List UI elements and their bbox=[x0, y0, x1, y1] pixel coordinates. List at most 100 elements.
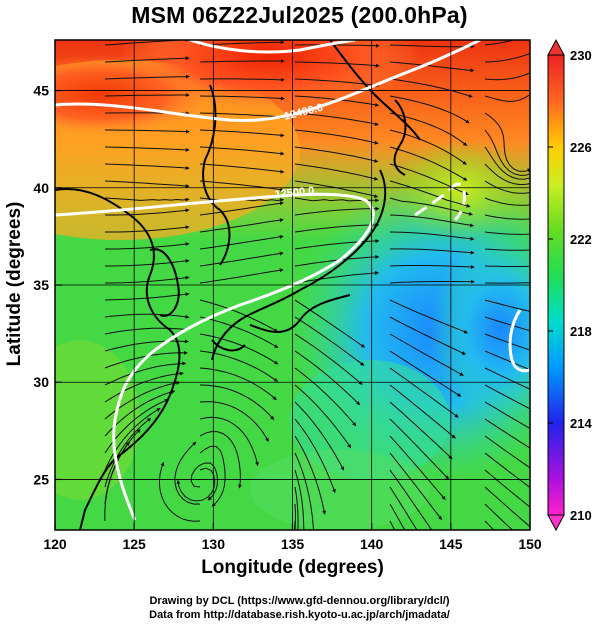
streamline bbox=[294, 401, 345, 471]
streamline bbox=[484, 316, 530, 332]
streamline bbox=[199, 401, 269, 442]
streamline bbox=[484, 367, 530, 390]
streamline bbox=[104, 146, 190, 152]
streamline bbox=[294, 503, 297, 530]
streamline bbox=[484, 486, 530, 528]
streamline bbox=[104, 417, 152, 488]
streamline bbox=[484, 53, 530, 63]
streamline bbox=[484, 231, 530, 235]
streamline bbox=[294, 316, 365, 366]
credit-data-source: Data from http://database.rish.kyoto-u.a… bbox=[149, 609, 450, 621]
streamline bbox=[389, 469, 433, 530]
streamline bbox=[389, 384, 456, 439]
streamline bbox=[199, 234, 284, 250]
colorbar-tick-label: 226 bbox=[570, 140, 592, 155]
x-axis: 120 125 130 135 140 145 150 bbox=[43, 523, 542, 552]
streamline bbox=[294, 350, 361, 406]
streamline bbox=[389, 163, 469, 196]
streamline bbox=[199, 268, 284, 284]
streamline bbox=[389, 452, 442, 521]
streamline bbox=[484, 503, 514, 530]
streamline bbox=[389, 279, 475, 284]
streamline bbox=[389, 503, 406, 530]
streamline bbox=[294, 384, 352, 449]
streamline bbox=[199, 367, 277, 401]
streamline bbox=[104, 74, 190, 80]
streamline bbox=[199, 333, 279, 365]
lat-lon-grid bbox=[55, 40, 530, 530]
streamline bbox=[389, 231, 475, 241]
streamline bbox=[484, 469, 530, 508]
streamline bbox=[294, 435, 327, 515]
streamline bbox=[484, 418, 530, 449]
streamline bbox=[389, 214, 474, 228]
streamline bbox=[294, 163, 379, 181]
streamline bbox=[105, 258, 190, 267]
streamline bbox=[389, 129, 467, 165]
y-tick-label: 30 bbox=[33, 374, 49, 390]
x-tick-label: 130 bbox=[202, 536, 226, 552]
streamline bbox=[294, 129, 379, 145]
streamline bbox=[389, 61, 475, 73]
y-tick-label: 40 bbox=[33, 180, 49, 196]
streamline bbox=[484, 214, 530, 220]
streamline bbox=[104, 197, 190, 202]
streamline bbox=[104, 93, 190, 98]
streamline bbox=[104, 180, 190, 189]
y-tick-label: 45 bbox=[33, 83, 49, 99]
x-tick-label: 125 bbox=[122, 536, 146, 552]
streamline bbox=[104, 313, 190, 319]
streamline bbox=[199, 416, 259, 467]
streamline bbox=[389, 264, 475, 269]
streamline bbox=[294, 206, 380, 216]
streamline bbox=[485, 282, 530, 284]
streamline bbox=[104, 56, 190, 63]
streamline bbox=[105, 129, 190, 134]
streamline bbox=[389, 350, 462, 397]
streamline bbox=[389, 146, 468, 181]
streamline bbox=[389, 367, 459, 418]
streamline bbox=[294, 333, 363, 385]
streamline bbox=[294, 61, 380, 68]
streamline bbox=[294, 254, 380, 267]
colorbar-tick-label: 218 bbox=[570, 324, 592, 339]
streamline bbox=[484, 350, 530, 371]
streamline bbox=[199, 40, 285, 46]
streamline bbox=[294, 146, 379, 163]
y-tick-label: 35 bbox=[33, 277, 49, 293]
wind-streamlines bbox=[104, 40, 530, 530]
streamline bbox=[105, 208, 190, 216]
contour-label-12500: 12500.0 bbox=[274, 185, 315, 201]
x-tick-label: 120 bbox=[43, 536, 67, 552]
streamline bbox=[484, 401, 530, 430]
streamline bbox=[199, 112, 285, 119]
streamline bbox=[484, 265, 530, 267]
x-tick-label: 135 bbox=[281, 536, 305, 552]
streamline bbox=[389, 248, 475, 255]
streamline bbox=[199, 218, 284, 233]
streamline bbox=[104, 408, 161, 471]
streamline bbox=[294, 452, 314, 530]
colorbar-tick-label: 210 bbox=[570, 508, 592, 523]
colorbar-tick-label: 230 bbox=[570, 48, 592, 63]
streamline bbox=[389, 44, 475, 49]
streamline bbox=[199, 201, 284, 216]
colorbar-min-triangle bbox=[547, 514, 565, 532]
streamline bbox=[484, 299, 530, 312]
streamline bbox=[484, 129, 530, 176]
streamline bbox=[484, 248, 530, 251]
streamline bbox=[389, 95, 470, 124]
streamline bbox=[294, 469, 305, 530]
streamline bbox=[484, 40, 516, 46]
streamline bbox=[158, 461, 201, 522]
streamline bbox=[294, 367, 357, 427]
streamline bbox=[104, 350, 188, 369]
colorbar-tick-label: 222 bbox=[570, 232, 592, 247]
streamline bbox=[294, 222, 380, 233]
streamline bbox=[389, 197, 473, 216]
colorbar-gradient bbox=[547, 54, 565, 516]
colorbar-max-triangle bbox=[547, 38, 565, 56]
streamline bbox=[176, 467, 216, 502]
streamline bbox=[199, 445, 226, 507]
